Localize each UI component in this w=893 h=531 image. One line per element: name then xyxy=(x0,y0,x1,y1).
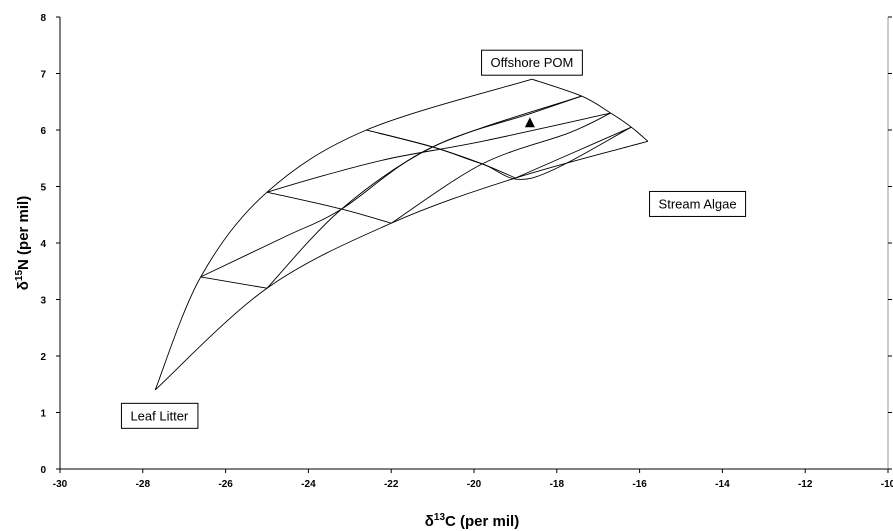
annotation-box: Offshore POM xyxy=(481,49,583,76)
x-tick-label: -22 xyxy=(384,479,399,490)
x-tick-label: -20 xyxy=(467,479,482,490)
mixing-mesh xyxy=(154,78,649,391)
y-tick-label: 2 xyxy=(40,352,46,363)
mesh-line xyxy=(515,126,632,179)
x-tick-label: -28 xyxy=(136,479,151,490)
plot-frame xyxy=(59,17,889,470)
annotation-frame xyxy=(481,49,583,76)
annotation-frame xyxy=(120,402,199,429)
annotations: Offshore POM Stream Algae Leaf Litter xyxy=(120,49,747,429)
x-axis-title: δ13C (per mil) xyxy=(425,512,519,530)
mesh-line xyxy=(531,78,649,142)
annotation-frame xyxy=(649,190,747,217)
annotation-label: Stream Algae xyxy=(659,196,737,211)
triangle-marker xyxy=(524,117,535,128)
annotation-label: Leaf Litter xyxy=(130,408,188,423)
mesh-line xyxy=(154,140,649,391)
mesh-line xyxy=(266,112,611,193)
x-tick-label: -26 xyxy=(218,479,233,490)
annotation-label: Offshore POM xyxy=(491,55,574,70)
y-tick-label: 1 xyxy=(40,409,46,420)
mesh-line xyxy=(200,95,582,278)
x-tick-label: -30 xyxy=(53,479,68,490)
y-tick-label: 4 xyxy=(40,239,46,250)
mesh-line xyxy=(366,126,632,180)
mesh-line xyxy=(266,95,582,289)
mesh-line xyxy=(266,191,392,224)
x-tick-label: -14 xyxy=(715,479,730,490)
mesh-line xyxy=(200,276,268,289)
annotation-box: Leaf Litter xyxy=(120,402,199,429)
x-axis: -30 -28 -26 -24 -22 -20 -18 -16 -14 -12 -10 xyxy=(53,469,893,490)
y-tick-label: 5 xyxy=(40,183,46,194)
mesh-line xyxy=(154,78,533,391)
y-tick-label: 8 xyxy=(40,13,46,24)
y-tick-label: 0 xyxy=(40,465,46,476)
y-axis: 0 1 2 3 4 5 6 7 8 xyxy=(40,13,892,476)
x-tick-label: -12 xyxy=(798,479,813,490)
annotation-box: Stream Algae xyxy=(649,190,747,217)
markers xyxy=(524,117,535,128)
x-tick-label: -24 xyxy=(301,479,316,490)
x-tick-label: -16 xyxy=(632,479,647,490)
mesh-line xyxy=(366,129,516,179)
y-tick-label: 3 xyxy=(40,296,46,307)
y-tick-label: 6 xyxy=(40,126,46,137)
mesh-line xyxy=(390,112,611,224)
y-axis-title: δ15N (per mil) xyxy=(14,196,32,290)
y-tick-label: 7 xyxy=(40,70,46,81)
x-tick-label: -18 xyxy=(550,479,565,490)
x-tick-label: -10 xyxy=(881,479,893,490)
